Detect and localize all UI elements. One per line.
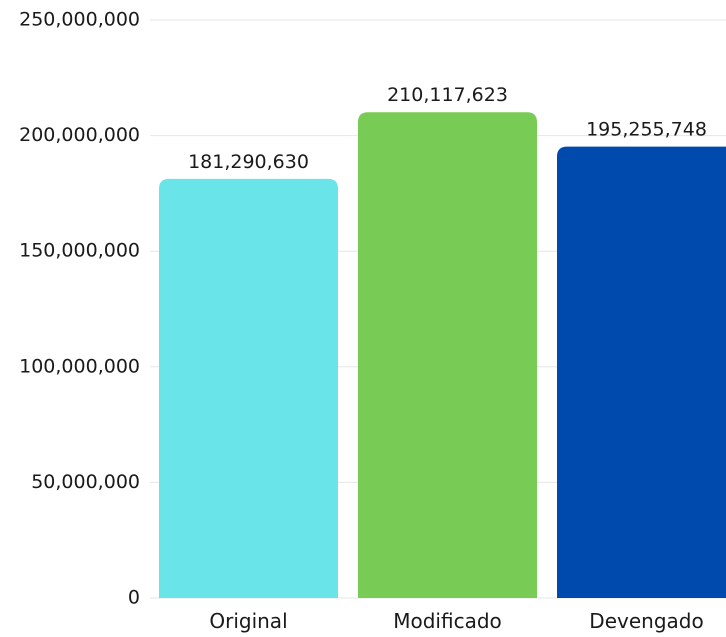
y-tick-label: 200,000,000 [19,124,140,146]
bars [159,112,726,598]
bar-devengado [557,146,726,598]
data-label-original: 181,290,630 [188,151,309,173]
x-category-label-modificado: Modificado [393,609,502,633]
y-tick-label: 50,000,000 [31,471,140,493]
bar-original [159,178,338,598]
x-category-label-original: Original [209,609,287,633]
y-tick-label: 250,000,000 [19,9,140,31]
y-axis-tick-labels: 0 50,000,000 100,000,000 150,000,000 200,000… [19,9,140,609]
y-tick-label: 150,000,000 [19,240,140,262]
y-tick-label: 100,000,000 [19,355,140,377]
y-tick-label: 0 [128,587,140,609]
x-category-label-devengado: Devengado [589,609,703,633]
x-axis-category-labels: Original Modificado Devengado [209,609,703,633]
data-label-modificado: 210,117,623 [387,84,508,106]
data-label-devengado: 195,255,748 [586,119,707,141]
data-labels: 181,290,630 210,117,623 195,255,748 [188,84,707,173]
bar-modificado [358,112,537,598]
